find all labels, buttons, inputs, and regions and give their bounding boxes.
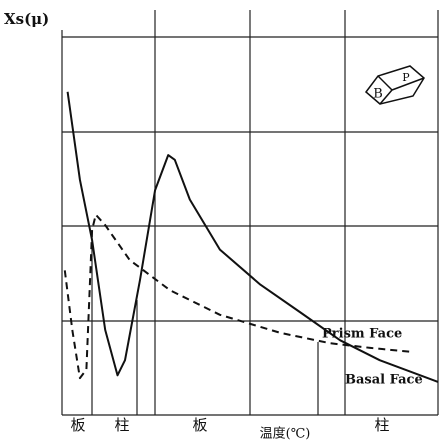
icon-label: P [402, 71, 410, 84]
line-series [66, 91, 439, 383]
series-label: Prism Face [322, 327, 402, 342]
x-axis-label: 温度(℃) [260, 426, 311, 442]
crystal-icon [364, 65, 425, 105]
line-series [63, 213, 410, 380]
series-label: Basal Face [345, 373, 423, 388]
region-label: 柱 [374, 416, 389, 434]
crystal-edge [379, 89, 393, 105]
region-label: 板 [70, 416, 85, 434]
grid [61, 10, 439, 416]
crystal-edge [377, 75, 393, 91]
y-axis-label: Xs(μ) [4, 10, 49, 28]
region-label: 板 [192, 416, 207, 434]
icon-label: B [373, 87, 383, 102]
region-label: 柱 [114, 416, 129, 434]
crystal-edge [391, 77, 425, 91]
